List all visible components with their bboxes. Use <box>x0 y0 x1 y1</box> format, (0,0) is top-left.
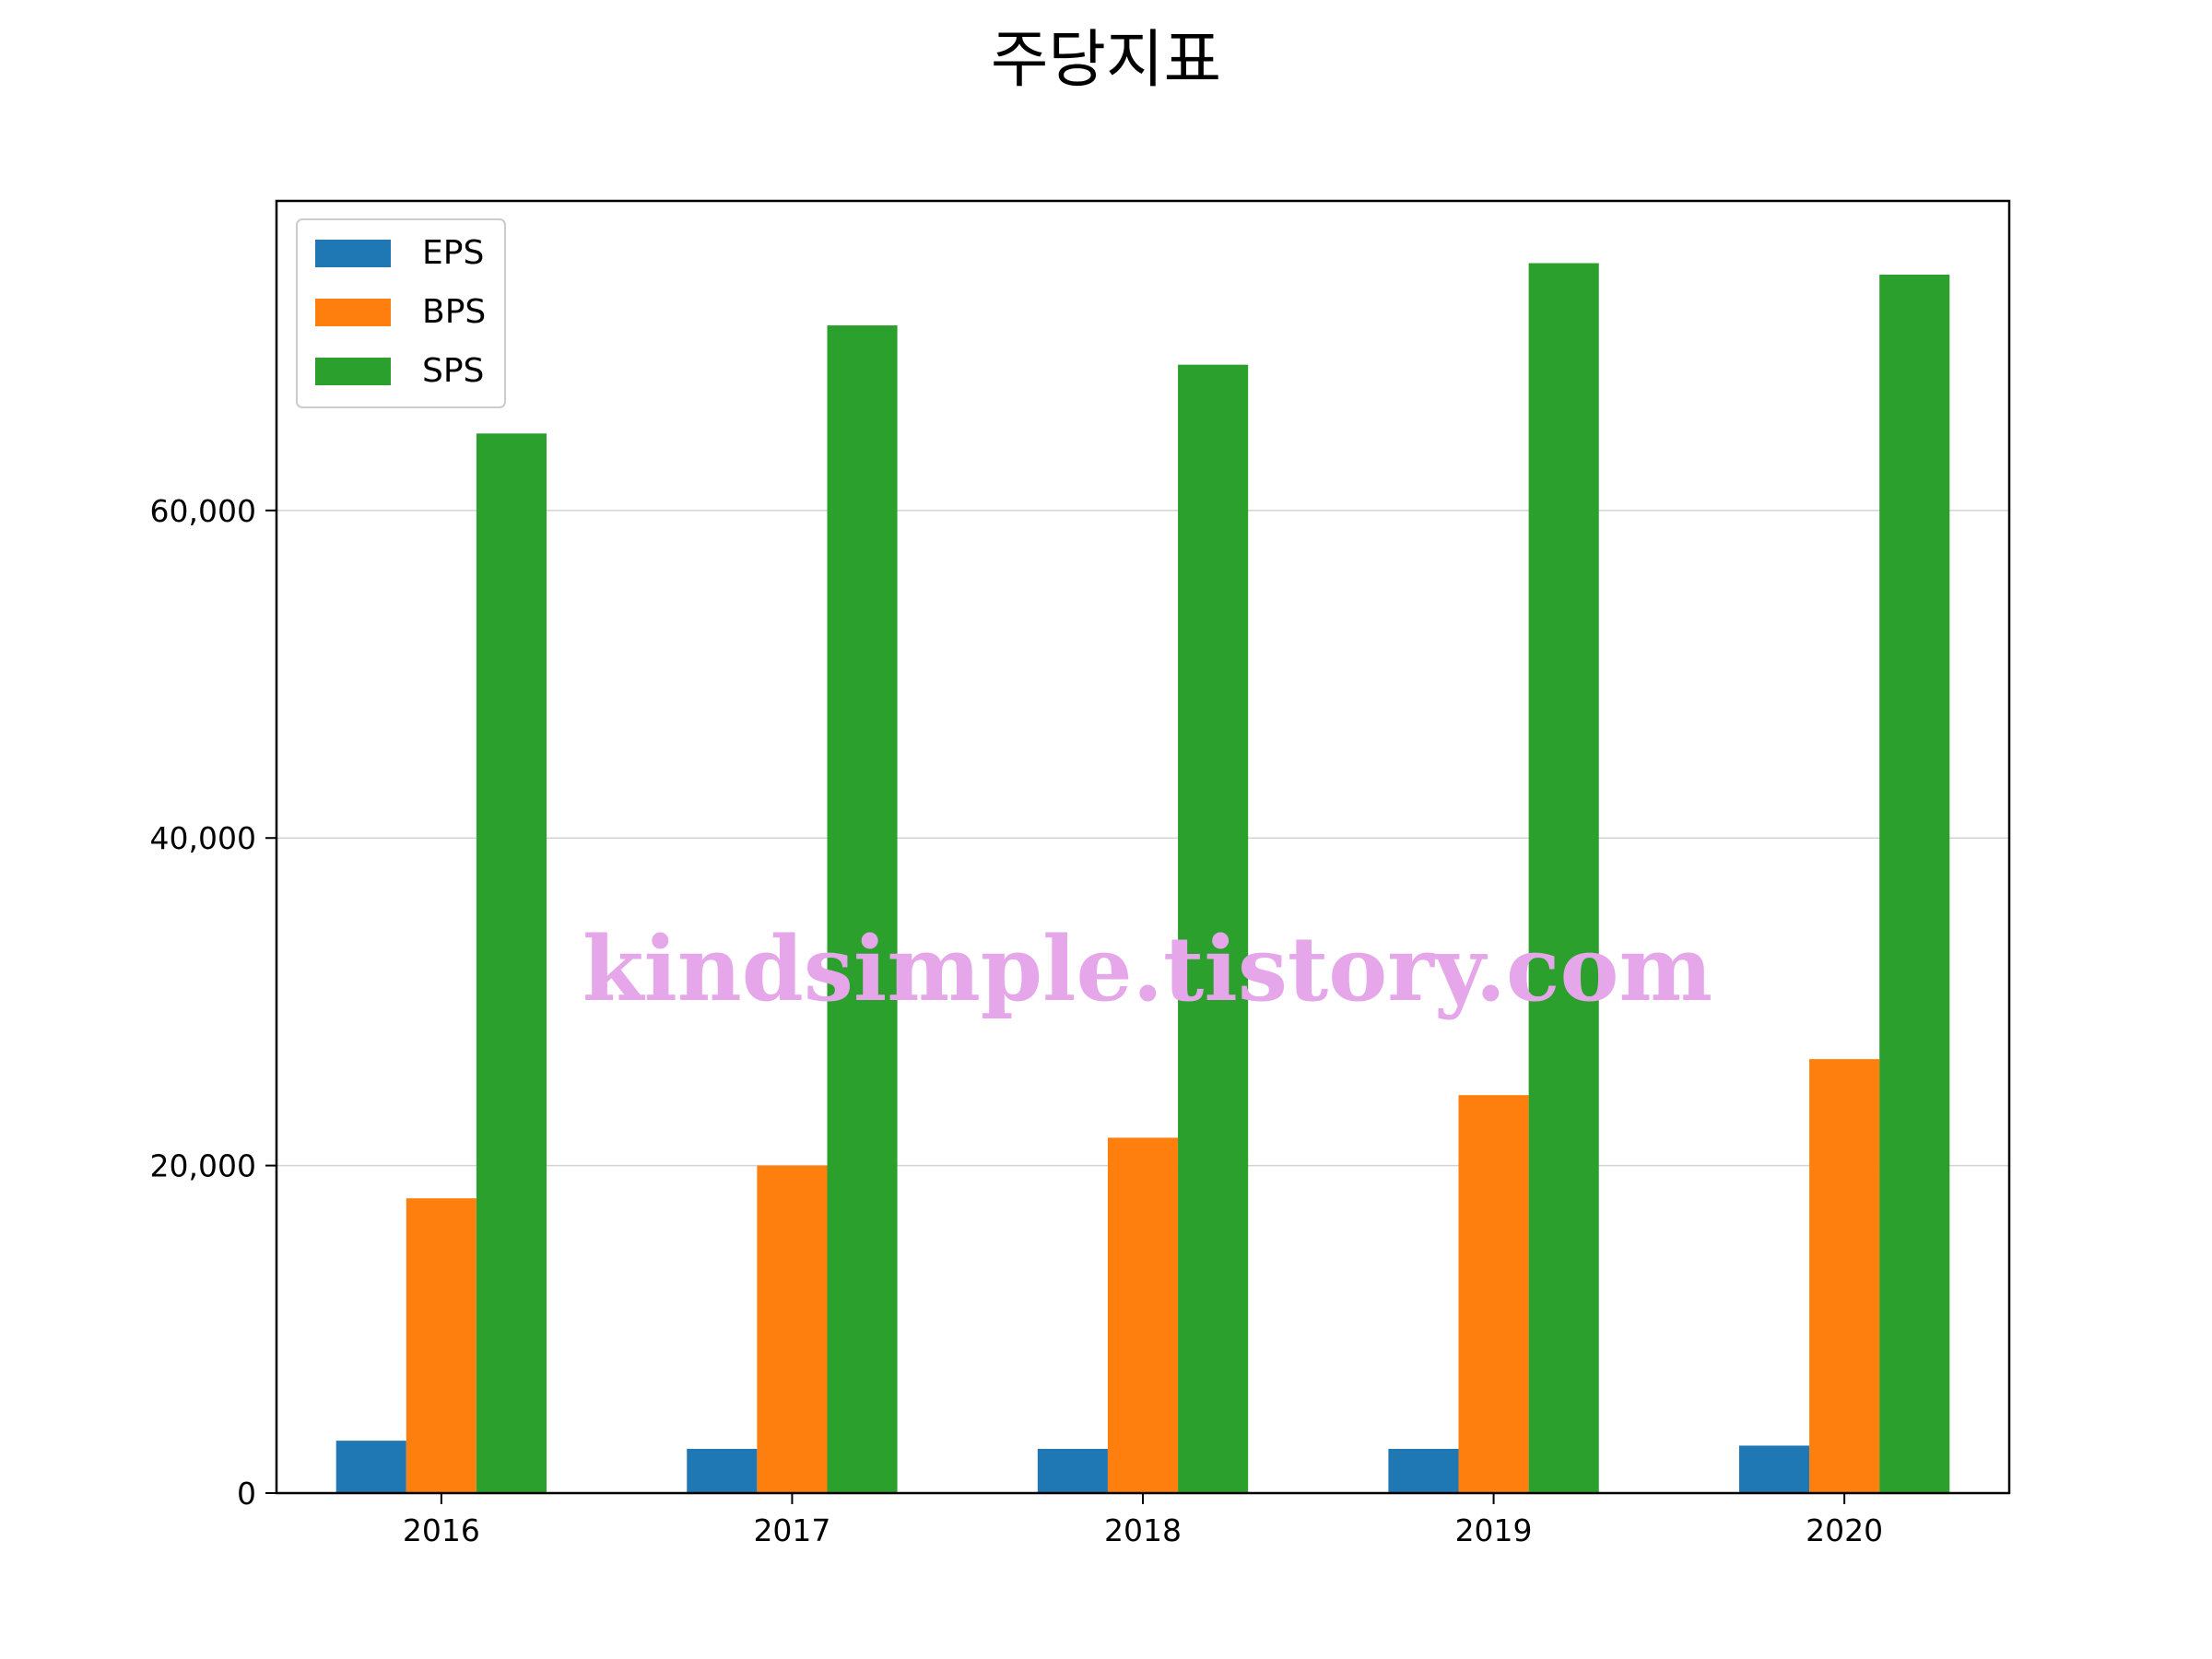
y-tick-label: 60,000 <box>150 493 256 529</box>
y-tick-label: 20,000 <box>150 1148 256 1184</box>
y-axis: 0 20,000 40,000 60,000 <box>150 493 276 1512</box>
legend-label-eps: EPS <box>422 234 484 272</box>
legend: EPS BPS SPS <box>296 218 506 408</box>
bar-bps <box>757 1165 828 1493</box>
bar-sps <box>1879 274 1950 1494</box>
legend-swatch-sps <box>315 358 391 385</box>
bar-bps <box>1809 1059 1880 1493</box>
bar-eps <box>1738 1445 1810 1493</box>
x-axis: 2016 2017 2018 2019 2020 <box>403 1493 1883 1548</box>
bar-sps <box>1528 263 1599 1493</box>
bar-eps <box>335 1441 406 1493</box>
legend-swatch-eps <box>315 240 391 267</box>
watermark-text: kindsimple.tistory.com <box>582 917 1712 1021</box>
legend-swatch-bps <box>315 299 391 326</box>
bar-bps <box>1458 1095 1529 1493</box>
bar-sps <box>476 433 547 1493</box>
x-tick-label: 2016 <box>403 1512 480 1548</box>
legend-label-sps: SPS <box>422 352 484 390</box>
chart-title: 주당지표 <box>991 24 1221 97</box>
bar-bps <box>406 1198 477 1493</box>
bar-sps <box>1178 364 1249 1494</box>
bar-bps <box>1107 1137 1179 1493</box>
bar-eps <box>1037 1449 1108 1493</box>
legend-label-bps: BPS <box>422 293 486 331</box>
x-tick-label: 2018 <box>1104 1512 1182 1548</box>
y-tick-label: 40,000 <box>150 820 256 856</box>
bar-sps <box>827 325 898 1494</box>
x-tick-label: 2020 <box>1806 1512 1883 1548</box>
x-tick-label: 2017 <box>753 1512 830 1548</box>
bar-eps <box>1388 1449 1459 1493</box>
bar-eps <box>687 1449 758 1493</box>
y-tick-label: 0 <box>237 1476 256 1512</box>
bars <box>335 263 1950 1494</box>
x-tick-label: 2019 <box>1455 1512 1533 1548</box>
